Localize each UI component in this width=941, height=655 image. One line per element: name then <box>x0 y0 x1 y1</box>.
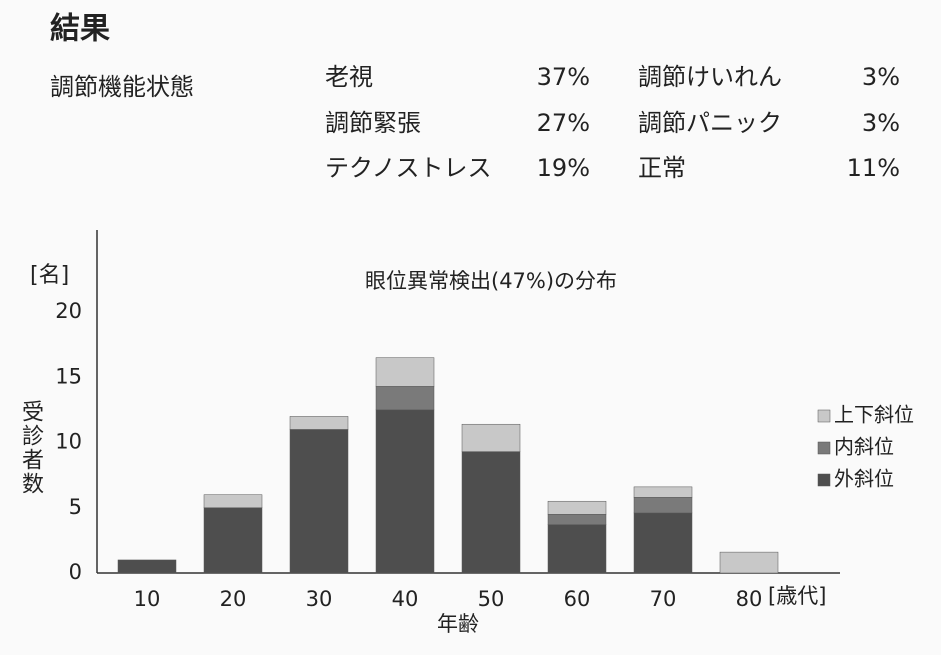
y-tick-label: 20 <box>55 299 82 323</box>
legend-label: 上下斜位 <box>834 403 914 427</box>
status-name: 正常 <box>638 154 686 182</box>
y-tick-label: 5 <box>69 495 82 519</box>
bar-segment <box>203 494 263 509</box>
x-tick-label: 20 <box>220 587 247 611</box>
status-value: 11% <box>847 154 900 182</box>
bar-segment <box>633 486 693 498</box>
x-tick-label: 40 <box>392 587 419 611</box>
x-unit: [歳代] <box>768 584 826 608</box>
y-axis-title: 受診者数 <box>18 400 44 496</box>
bar-segment <box>461 451 521 574</box>
legend-swatch <box>817 409 831 423</box>
x-tick-label: 70 <box>650 587 677 611</box>
status-name: 調節緊張 <box>325 109 421 137</box>
chart-title: 眼位異常検出(47%)の分布 <box>365 269 617 293</box>
bar-segment <box>547 500 607 515</box>
bar-segment <box>117 559 177 574</box>
page-title: 結果 <box>50 12 110 47</box>
y-unit: [名] <box>30 263 69 288</box>
bar-segment <box>289 429 349 574</box>
x-tick-label: 10 <box>134 587 161 611</box>
status-value: 3% <box>862 63 900 91</box>
y-tick-label: 15 <box>55 364 82 388</box>
x-tick-label: 80 <box>736 587 763 611</box>
chart: 眼位異常検出(47%)の分布 [名] 受診者数 年齢 [歳代] 0 5 10 15 20… <box>18 230 914 636</box>
bar-segment <box>375 386 435 411</box>
bar-segment <box>289 416 349 430</box>
legend-swatch <box>817 441 831 455</box>
x-tick-label: 30 <box>306 587 333 611</box>
status-label: 調節機能状態 <box>50 73 194 101</box>
status-value: 37% <box>537 63 590 91</box>
status-value: 27% <box>537 109 590 137</box>
bar-segment <box>633 512 693 574</box>
bar-segment <box>375 409 435 574</box>
x-axis-title: 年齢 <box>437 612 479 636</box>
status-table: 老視 37% 調節緊張 27% テクノストレス 19% 調節けいれん 3% 調節パニック 3% 正常… <box>325 63 900 182</box>
x-tick-label: 50 <box>478 587 505 611</box>
bar-segment <box>547 514 607 525</box>
y-tick-label: 10 <box>55 430 82 454</box>
status-value: 19% <box>537 154 590 182</box>
bar-segment <box>461 423 521 452</box>
legend-swatch <box>817 473 831 487</box>
bar-segment <box>375 357 435 387</box>
status-name: テクノストレス <box>325 154 492 182</box>
bar-segment <box>203 507 263 574</box>
bar-segment <box>633 497 693 514</box>
legend-label: 内斜位 <box>834 435 894 459</box>
status-name: 老視 <box>325 63 373 91</box>
x-tick-label: 60 <box>564 587 591 611</box>
status-name: 調節パニック <box>638 109 782 137</box>
status-name: 調節けいれん <box>638 63 782 91</box>
bar-segment <box>719 551 779 574</box>
legend-label: 外斜位 <box>834 467 894 491</box>
status-value: 3% <box>862 109 900 137</box>
y-tick-label: 0 <box>69 560 82 584</box>
bar-segment <box>547 524 607 574</box>
